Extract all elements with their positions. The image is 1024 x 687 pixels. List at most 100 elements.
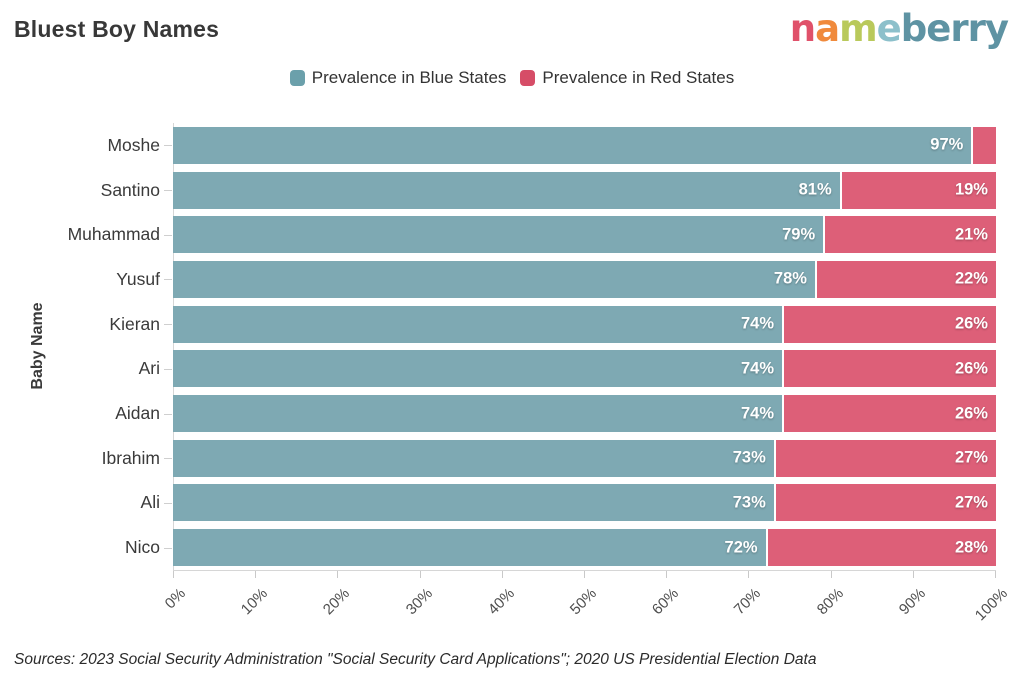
bar-row: Yusuf 78% 22% [0, 257, 996, 302]
logo-letter: y [984, 7, 1009, 50]
red-bar-segment[interactable]: 27% [773, 484, 996, 522]
category-label: Santino [0, 180, 172, 201]
x-tick-mark [337, 571, 339, 578]
x-tick-label: 60% [648, 585, 683, 619]
blue-bar-segment[interactable]: 74% [173, 350, 783, 388]
category-label: Ibrahim [0, 448, 172, 469]
legend-item: Prevalence in Blue States [289, 68, 507, 88]
category-label: Moshe [0, 135, 172, 156]
x-tick-mark [995, 571, 996, 578]
red-bar-segment[interactable]: 19% [839, 171, 996, 209]
x-tick-label: 50% [566, 585, 601, 619]
legend-label: Prevalence in Blue States [311, 68, 507, 87]
legend-swatch-icon [289, 70, 305, 86]
red-percent-label: 26% [954, 404, 988, 423]
blue-percent-label: 73% [732, 448, 766, 467]
blue-bar-segment[interactable]: 78% [173, 260, 815, 298]
blue-bar-segment[interactable]: 81% [173, 171, 840, 209]
blue-bar-segment[interactable]: 79% [173, 216, 824, 254]
x-tick-label: 10% [237, 585, 272, 619]
blue-percent-label: 81% [798, 180, 832, 199]
logo-letter: e [926, 7, 951, 50]
blue-bar-segment[interactable]: 73% [173, 439, 774, 477]
x-tick-mark [666, 571, 668, 578]
category-label: Kieran [0, 314, 172, 335]
red-percent-label: 22% [954, 269, 988, 288]
red-percent-label: 21% [954, 225, 988, 244]
category-label: Ali [0, 492, 172, 513]
category-label: Aidan [0, 403, 172, 424]
bar-track: 78% 22% [173, 260, 996, 298]
bar-row: Santino 81% 19% [0, 168, 996, 213]
logo-letter: a [815, 7, 840, 50]
plot-area: Moshe 97% Santino 81% 19% Muhammad 79% 21% Yusuf… [0, 123, 996, 570]
x-axis-line [173, 570, 996, 571]
y-axis-line [173, 123, 174, 570]
bar-row: Ibrahim 73% 27% [0, 436, 996, 481]
bar-track: 72% 28% [173, 529, 996, 567]
red-bar-segment[interactable]: 26% [782, 350, 996, 388]
blue-bar-segment[interactable]: 74% [173, 395, 783, 433]
bar-row: Moshe 97% [0, 123, 996, 168]
x-tick-mark [419, 571, 421, 578]
bar-row: Muhammad 79% 21% [0, 212, 996, 257]
blue-percent-label: 78% [773, 269, 807, 288]
bar-row: Aidan 74% 26% [0, 391, 996, 436]
blue-bar-segment[interactable]: 73% [173, 484, 774, 522]
nameberry-logo: nameberry [789, 7, 1009, 50]
blue-percent-label: 73% [732, 493, 766, 512]
bar-track: 74% 26% [173, 305, 996, 343]
blue-percent-label: 97% [930, 135, 964, 154]
bar-track: 74% 26% [173, 395, 996, 433]
x-tick-label: 40% [484, 585, 518, 619]
red-percent-label: 26% [954, 314, 988, 333]
x-tick-label: 100% [971, 585, 1012, 625]
x-tick-mark [584, 571, 585, 578]
bar-track: 73% 27% [173, 439, 996, 477]
blue-percent-label: 74% [740, 359, 775, 378]
bar-row: Kieran 74% 26% [0, 302, 996, 347]
x-tick-label: 90% [895, 585, 929, 619]
logo-letter: r [967, 7, 986, 50]
red-percent-label: 27% [954, 493, 988, 512]
blue-percent-label: 74% [740, 314, 775, 333]
red-percent-label: 28% [954, 538, 988, 557]
red-bar-segment[interactable]: 22% [814, 260, 996, 298]
red-bar-segment[interactable]: 28% [765, 529, 996, 567]
red-bar-segment[interactable]: 26% [782, 395, 996, 433]
logo-letter: e [876, 7, 902, 50]
category-label: Nico [0, 537, 172, 558]
x-tick-label: 70% [731, 585, 765, 619]
logo-letter: r [950, 7, 968, 50]
bar-track: 73% 27% [173, 484, 996, 522]
category-label: Ari [0, 358, 172, 379]
logo-letter: n [789, 7, 816, 50]
blue-bar-segment[interactable]: 74% [173, 305, 783, 343]
category-label: Muhammad [0, 224, 172, 245]
legend-swatch-icon [520, 70, 536, 86]
bar-track: 74% 26% [173, 350, 996, 388]
legend-item: Prevalence in Red States [520, 68, 734, 88]
bar-track: 97% [173, 126, 996, 164]
bar-row: Ali 73% 27% [0, 481, 996, 526]
x-tick-label: 80% [813, 585, 847, 619]
red-bar-segment[interactable]: 27% [773, 439, 996, 477]
red-percent-label: 26% [954, 359, 988, 378]
red-bar-segment[interactable]: 21% [823, 216, 996, 254]
logo-letter: m [839, 7, 878, 50]
blue-percent-label: 74% [740, 404, 775, 423]
red-percent-label: 19% [954, 180, 988, 199]
legend: Prevalence in Blue States Prevalence in R… [0, 68, 1024, 88]
blue-bar-segment[interactable]: 72% [173, 529, 766, 567]
x-tick-mark [912, 571, 914, 578]
source-note: Sources: 2023 Social Security Administra… [14, 651, 817, 668]
x-tick-mark [501, 571, 503, 578]
x-tick-mark [748, 571, 750, 578]
x-tick-label: 0% [161, 585, 190, 613]
bar-row: Nico 72% 28% [0, 525, 996, 570]
blue-bar-segment[interactable]: 97% [173, 126, 972, 164]
red-bar-segment[interactable] [971, 126, 996, 164]
logo-letter: b [900, 7, 927, 50]
red-bar-segment[interactable]: 26% [782, 305, 996, 343]
